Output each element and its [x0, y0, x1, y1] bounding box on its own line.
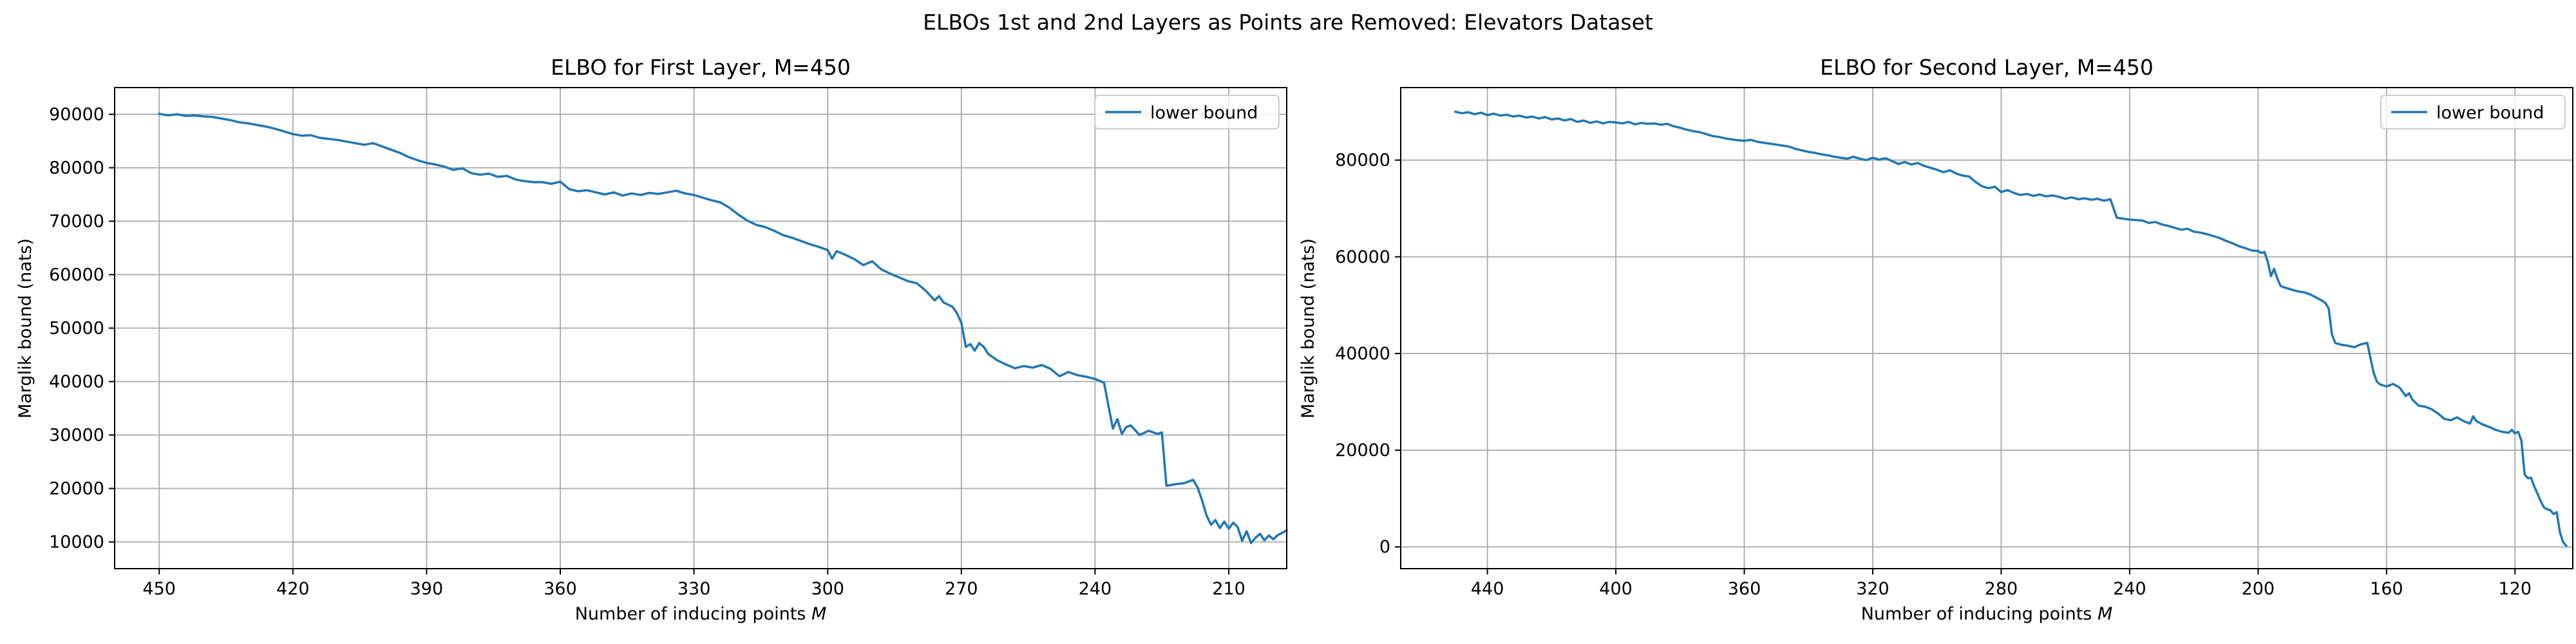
- left-x-axis-label: Number of inducing points M: [575, 604, 827, 624]
- left-y-ticks: 10000 20000 30000 40000 50000 60000 70000 80000…: [49, 105, 115, 553]
- left-subplot-title: ELBO for First Layer, M=450: [551, 55, 851, 80]
- left-subplot: ELBO for First Layer, M=450 450 420 390 360…: [15, 55, 1288, 624]
- left-x-tick-label: 420: [276, 579, 310, 599]
- right-grid: [1401, 88, 2573, 569]
- right-y-axis-label: Marglik bound (nats): [1298, 238, 1318, 419]
- right-series-group: [1454, 110, 2568, 547]
- left-y-tick-label: 50000: [49, 319, 104, 339]
- left-series-group: [158, 112, 1288, 544]
- right-subplot: ELBO for Second Layer, M=450 440 400 360 32…: [1298, 55, 2573, 624]
- left-x-tick-label: 240: [1079, 579, 1112, 599]
- right-legend-label: lower bound: [2436, 103, 2544, 123]
- right-legend-box: [2380, 95, 2566, 129]
- right-plot-area: [1401, 88, 2573, 569]
- left-series-line-lower-bound: [158, 112, 1288, 544]
- left-x-tick-label: 390: [410, 579, 444, 599]
- left-y-tick-label: 10000: [49, 533, 104, 553]
- right-plot-frame: [1400, 87, 2573, 569]
- right-y-tick-label: 40000: [1335, 344, 1390, 364]
- right-x-axis-label: Number of inducing points M: [1861, 604, 2113, 624]
- left-grid: [115, 88, 1287, 569]
- right-x-tick-label: 320: [1856, 579, 1889, 599]
- left-legend-label: lower bound: [1150, 103, 1258, 123]
- right-x-tick-label: 360: [1728, 579, 1761, 599]
- right-y-tick-label: 80000: [1335, 151, 1390, 171]
- right-subplot-title: ELBO for Second Layer, M=450: [1820, 55, 2154, 80]
- right-y-tick-label: 0: [1379, 537, 1390, 557]
- left-x-tick-label: 450: [142, 579, 176, 599]
- left-x-tick-label: 330: [677, 579, 711, 599]
- left-x-tick-label: 270: [945, 579, 978, 599]
- left-y-tick-label: 20000: [49, 479, 104, 499]
- right-x-tick-label: 400: [1599, 579, 1633, 599]
- right-x-tick-label: 440: [1471, 579, 1504, 599]
- left-y-tick-label: 40000: [49, 372, 104, 392]
- left-x-tick-label: 210: [1212, 579, 1245, 599]
- left-y-axis-label: Marglik bound (nats): [15, 238, 35, 419]
- figure-suptitle: ELBOs 1st and 2nd Layers as Points are R…: [923, 10, 1653, 35]
- left-y-tick-label: 60000: [49, 265, 104, 285]
- right-x-tick-label: 200: [2242, 579, 2275, 599]
- right-y-tick-label: 60000: [1335, 247, 1390, 267]
- right-x-tick-label: 160: [2370, 579, 2403, 599]
- left-x-tick-label: 360: [544, 579, 577, 599]
- left-y-tick-label: 30000: [49, 426, 104, 446]
- right-series-line-lower-bound: [1454, 110, 2568, 547]
- right-x-tick-label: 240: [2113, 579, 2146, 599]
- left-y-tick-label: 70000: [49, 212, 104, 232]
- left-legend: lower bound: [1094, 95, 1280, 129]
- left-y-tick-label: 80000: [49, 158, 104, 178]
- right-legend: lower bound: [2380, 95, 2566, 129]
- left-x-tick-label: 300: [811, 579, 844, 599]
- left-y-tick-label: 90000: [49, 105, 104, 125]
- right-x-tick-label: 120: [2498, 579, 2532, 599]
- left-legend-box: [1094, 95, 1280, 129]
- right-x-tick-label: 280: [1985, 579, 2018, 599]
- right-y-tick-label: 20000: [1335, 440, 1390, 460]
- right-y-ticks: 0 20000 40000 60000 80000: [1335, 151, 1401, 557]
- right-x-ticks: 440 400 360 320 280 240 200 160 120: [1471, 569, 2532, 599]
- left-x-ticks: 450 420 390 360 330 300 270 240 210: [142, 569, 1245, 599]
